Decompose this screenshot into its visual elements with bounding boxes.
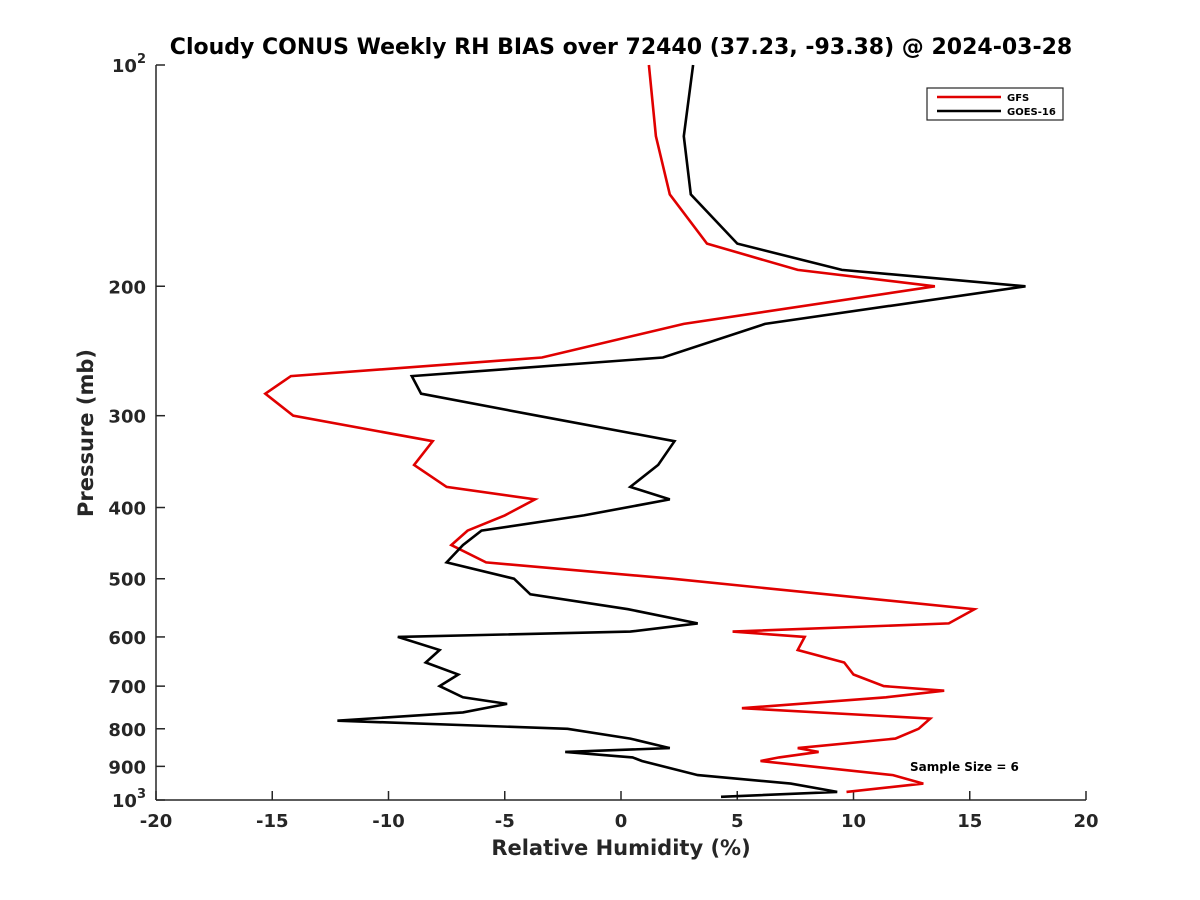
y-tick-label: 700 [108,677,146,698]
x-tick-label: -10 [372,811,405,832]
x-tick-label: -5 [495,811,515,832]
legend-label-goes-16: GOES-16 [1007,107,1056,118]
x-tick-label: -20 [140,811,173,832]
series-line-gfs [263,64,979,794]
x-tick-label: 0 [615,811,628,832]
legend-box [926,87,1064,121]
legend: GFS GOES-16 [926,87,1064,121]
x-tick-label: 5 [731,811,744,832]
plot-area: -20 -15 -10 -5 0 5 10 15 20 102 200 300 400 500 600 700… [108,52,1098,832]
chart-title: Cloudy CONUS Weekly RH BIAS over 72440 (… [170,35,1072,60]
x-tick-label: -15 [256,811,289,832]
series-line-goes-16 [337,64,1026,799]
sample-size-annotation: Sample Size = 6 [910,760,1019,774]
x-tick-label: 20 [1073,811,1098,832]
x-tick-label: 10 [841,811,866,832]
y-tick-label: 900 [108,757,146,778]
y-tick-label: 200 [108,277,146,298]
legend-label-gfs: GFS [1007,93,1029,104]
y-tick-label: 800 [108,720,146,741]
x-tick-label: 15 [957,811,982,832]
y-tick-label: 300 [108,407,146,428]
y-tick-label: 400 [108,499,146,520]
y-tick-label: 500 [108,570,146,591]
y-tick-label: 600 [108,628,146,649]
y-tick-label: 103 [112,787,146,812]
x-axis-label: Relative Humidity (%) [491,836,750,860]
y-tick-label: 102 [112,52,146,77]
y-axis-label: Pressure (mb) [74,349,98,517]
